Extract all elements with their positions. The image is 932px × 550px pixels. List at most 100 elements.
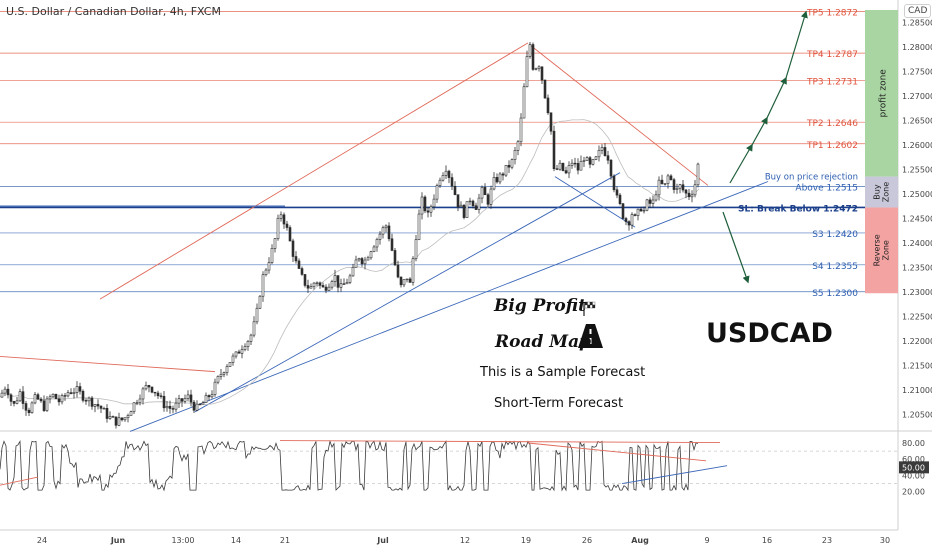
candle-body [357, 258, 361, 261]
level-label-sl: SL: Break Below 1.2472 [738, 204, 858, 214]
candle-body [228, 362, 232, 367]
candle-body [498, 173, 502, 183]
zone-label: Zone [882, 240, 891, 260]
candle-body [261, 274, 265, 297]
candle-body [525, 56, 529, 88]
candle-body [249, 334, 253, 342]
candle-body [33, 394, 37, 404]
candle-body [270, 248, 274, 263]
candle-body [165, 405, 169, 409]
candle-body [273, 238, 277, 249]
candle-body [492, 177, 496, 190]
candle-body [225, 366, 229, 373]
candle-body [333, 275, 337, 282]
candle-body [564, 170, 568, 174]
candle-body [129, 411, 133, 416]
candle-body [636, 208, 640, 216]
candle-body [567, 165, 571, 174]
candle-body [621, 203, 625, 219]
candle-body [387, 225, 391, 240]
candle-body [195, 403, 199, 411]
candle-body [102, 408, 106, 410]
candle-body [483, 187, 487, 196]
time-tick-label: 14 [231, 536, 241, 545]
candle-body [450, 177, 454, 187]
candle-body [39, 398, 43, 402]
candle-body [603, 147, 607, 156]
candle-body [258, 295, 262, 309]
candle-body [300, 268, 304, 275]
candle-body [534, 68, 538, 70]
price-tick-label: 1.26500 [902, 116, 932, 125]
candle-body [171, 408, 175, 410]
candle-body [348, 275, 352, 283]
trendline-blue-short [554, 176, 636, 228]
candle-body [282, 214, 286, 225]
level-label-tp1: TP1 1.2602 [806, 141, 858, 151]
candle-body [378, 233, 382, 240]
candle-body [579, 161, 583, 171]
candle-body [243, 346, 247, 350]
candle-body [21, 391, 25, 404]
candle-body [51, 393, 55, 398]
candle-body [231, 355, 235, 363]
candle-body [117, 417, 121, 426]
candle-body [561, 162, 565, 171]
candle-body [207, 395, 211, 398]
candle-body [426, 210, 430, 213]
candle-body [543, 79, 547, 99]
candle-body [369, 251, 373, 259]
candle-body [42, 400, 46, 411]
candle-body [321, 285, 325, 288]
candle-body [114, 416, 118, 426]
candle-body [6, 388, 10, 396]
candle-body [444, 170, 448, 176]
candle-body [519, 117, 523, 143]
candle-body [174, 402, 178, 410]
candle-body [186, 394, 190, 399]
candle-body [654, 194, 658, 201]
price-tick-label: 1.28500 [902, 18, 932, 27]
level-label-s5: S5 1.2300 [812, 289, 858, 299]
rsi-tick-label: 40.00 [902, 471, 925, 480]
candle-body [663, 183, 667, 185]
candle-body [672, 179, 676, 190]
time-tick-label: 23 [822, 536, 832, 545]
candle-body [126, 415, 130, 419]
candle-body [465, 201, 469, 218]
candle-body [36, 394, 40, 400]
candle-body [237, 351, 241, 354]
candle-body [516, 141, 520, 151]
price-tick-label: 1.24500 [902, 214, 932, 223]
currency-badge[interactable]: CAD [904, 4, 932, 18]
candle-body [576, 163, 580, 171]
forecast-arrow-down [722, 211, 750, 284]
candle-body [132, 402, 136, 412]
price-tick-label: 1.24000 [902, 239, 932, 248]
candle-body [555, 168, 559, 170]
candle-body [423, 196, 427, 212]
candle-body [645, 199, 649, 211]
candle-body [438, 179, 442, 186]
candle-body [399, 276, 403, 286]
candle-body [405, 278, 409, 281]
candle-body [552, 130, 556, 169]
candle-body [9, 394, 13, 402]
candle-body [210, 394, 214, 398]
time-tick-label: Jul [376, 536, 389, 545]
candle-body [363, 259, 367, 265]
candle-body [501, 173, 505, 176]
candle-body [510, 159, 514, 168]
candle-body [660, 179, 664, 184]
candle-body [435, 185, 439, 200]
candle-body [546, 97, 550, 114]
level-label-tp2: TP2 1.2646 [806, 119, 858, 129]
time-tick-label: 24 [37, 536, 47, 545]
candle-body [693, 184, 697, 196]
candle-body [615, 189, 619, 196]
candle-body [306, 285, 310, 289]
trendline-red-left [0, 355, 216, 373]
rsi-line [0, 439, 699, 492]
candle-body [309, 286, 313, 289]
moving-average-line [0, 119, 700, 406]
